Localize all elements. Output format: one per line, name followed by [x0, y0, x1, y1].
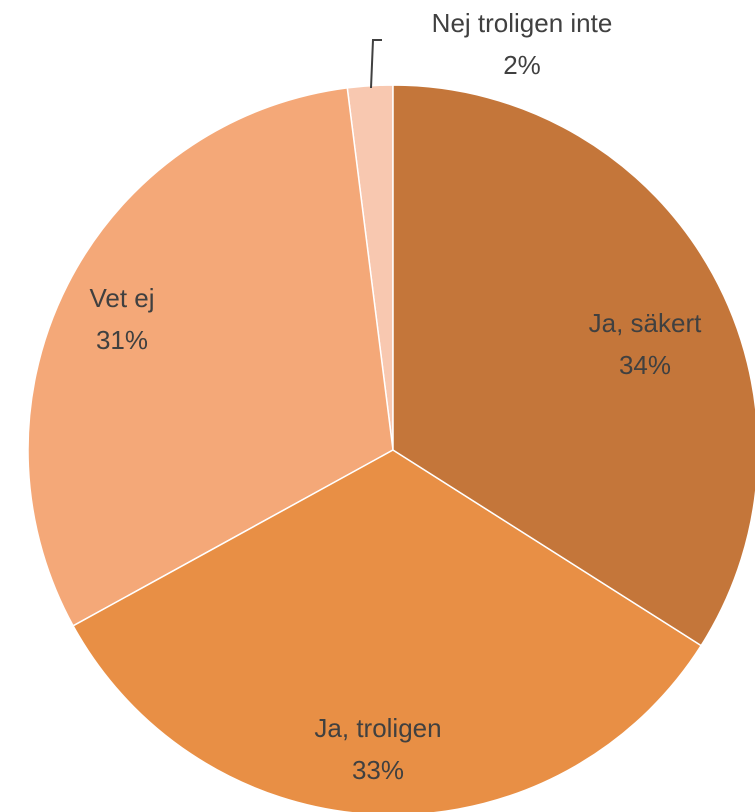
slice-label: Ja, säkert — [589, 308, 702, 338]
slice-value: 31% — [96, 325, 148, 355]
slice-label: Nej troligen inte — [432, 8, 613, 38]
leader-line — [370, 39, 382, 89]
slice-label: Ja, troligen — [314, 713, 441, 743]
slice — [392, 84, 755, 647]
slice — [72, 449, 703, 812]
slice-value: 2% — [503, 50, 541, 80]
slice-label: Vet ej — [89, 283, 154, 313]
slice — [27, 87, 394, 627]
slice-value: 34% — [619, 350, 671, 380]
slice-value: 33% — [352, 755, 404, 785]
